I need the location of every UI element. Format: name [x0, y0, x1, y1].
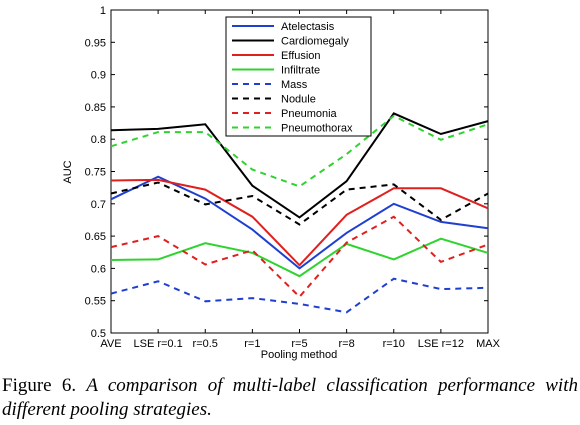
series-lines	[110, 112, 489, 314]
y-axis: 0.5 0.55 0.6 0.65 0.7 0.75 0.8 0.85 0.9 0.95 1	[85, 5, 488, 340]
legend: Atelectasis Cardiomegaly Effusion Infiltrat…	[225, 16, 372, 137]
series-line-cardiomegaly	[110, 112, 489, 219]
figure-caption: Figure 6. A comparison of multi-label cl…	[2, 374, 578, 422]
caption-text: A comparison of multi-label classificati…	[2, 375, 578, 420]
legend-label-atelectasis: Atelectasis	[281, 21, 335, 33]
y-tick-label: 0.85	[85, 102, 106, 114]
y-tick-label: 0.9	[91, 70, 106, 82]
series-line-nodule	[110, 181, 489, 226]
x-tick-label: r=8	[339, 338, 355, 350]
y-axis-label: AUC	[62, 160, 74, 183]
x-tick-label: r=0.5	[193, 338, 218, 350]
y-tick-label: 0.55	[85, 296, 106, 308]
y-tick-label: 0.7	[91, 199, 106, 211]
line-chart: 0.5 0.55 0.6 0.65 0.7 0.75 0.8 0.85 0.9 0.95 1 AVE…	[62, 5, 501, 361]
x-tick-label: r=10	[383, 338, 405, 350]
y-tick-label: 0.8	[91, 134, 106, 146]
legend-label-cardiomegaly: Cardiomegaly	[281, 36, 349, 48]
legend-box	[225, 16, 372, 137]
x-axis: AVE LSE r=0.1 r=0.5 r=1 r=5 r=8 r=10 LSE r=12 MA…	[100, 10, 501, 350]
y-tick-label: 0.5	[91, 328, 106, 340]
x-tick-label: r=1	[244, 338, 260, 350]
legend-label-pneumothorax: Pneumothorax	[281, 123, 353, 135]
series-line-pneumonia	[110, 215, 489, 299]
legend-label-effusion: Effusion	[281, 50, 321, 62]
x-tick-label: LSE r=0.1	[134, 338, 183, 350]
legend-label-infiltrate: Infiltrate	[281, 65, 320, 77]
y-tick-label: 0.75	[85, 167, 106, 179]
series-line-mass	[110, 277, 489, 314]
caption-label: Figure 6.	[2, 375, 77, 396]
y-tick-label: 0.65	[85, 231, 106, 243]
legend-label-nodule: Nodule	[281, 94, 316, 106]
x-tick-label: r=5	[291, 338, 307, 350]
y-tick-label: 0.6	[91, 263, 106, 275]
x-tick-label: LSE r=12	[418, 338, 464, 350]
x-tick-label: MAX	[476, 338, 501, 350]
x-tick-label: AVE	[100, 338, 121, 350]
legend-label-mass: Mass	[281, 79, 308, 91]
legend-label-pneumonia: Pneumonia	[281, 108, 338, 120]
y-tick-label: 1	[100, 5, 106, 17]
y-tick-label: 0.95	[85, 37, 106, 49]
series-line-effusion	[110, 178, 489, 267]
x-axis-label: Pooling method	[261, 349, 337, 361]
